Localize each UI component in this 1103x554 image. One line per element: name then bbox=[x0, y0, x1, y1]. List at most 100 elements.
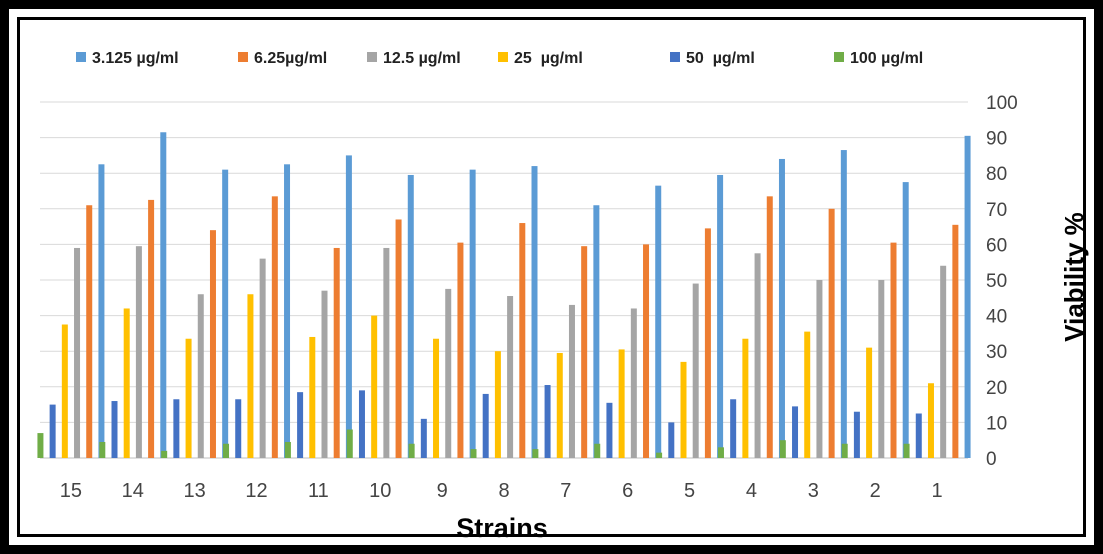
bar bbox=[593, 205, 600, 458]
bar bbox=[482, 393, 489, 458]
bar bbox=[841, 443, 848, 458]
bar bbox=[680, 361, 687, 458]
bar bbox=[618, 349, 625, 458]
bar bbox=[792, 406, 799, 458]
bar bbox=[866, 347, 873, 458]
bar bbox=[333, 247, 340, 458]
bar bbox=[581, 246, 588, 458]
bar bbox=[148, 199, 155, 458]
bar bbox=[61, 324, 68, 458]
x-tick-label: 4 bbox=[746, 480, 757, 502]
legend-label: 6.25µg/ml bbox=[254, 50, 327, 67]
bar bbox=[407, 174, 414, 459]
bar bbox=[927, 383, 934, 458]
bar bbox=[903, 443, 910, 458]
legend-label: 3.125 µg/ml bbox=[92, 50, 179, 67]
bar bbox=[778, 158, 785, 458]
x-tick-label: 12 bbox=[245, 480, 267, 502]
bar bbox=[890, 242, 897, 458]
x-tick-label: 13 bbox=[184, 480, 206, 502]
bar bbox=[445, 288, 452, 458]
bar bbox=[816, 280, 823, 458]
bar bbox=[668, 422, 675, 458]
y-tick-label: 0 bbox=[986, 449, 997, 470]
bar bbox=[247, 294, 254, 458]
bar bbox=[185, 338, 192, 458]
bar bbox=[952, 224, 959, 458]
bar bbox=[321, 290, 328, 458]
bar bbox=[86, 205, 93, 458]
bar bbox=[902, 182, 909, 458]
bar bbox=[309, 336, 316, 458]
legend-label: 50 µg/ml bbox=[686, 50, 755, 67]
bar bbox=[161, 450, 168, 458]
bar bbox=[964, 135, 971, 458]
x-tick-label: 15 bbox=[60, 480, 82, 502]
x-tick-label: 9 bbox=[437, 480, 448, 502]
bar bbox=[408, 443, 415, 458]
y-tick-label: 60 bbox=[986, 235, 1007, 256]
bar bbox=[123, 308, 130, 458]
y-tick-label: 70 bbox=[986, 200, 1007, 221]
bar bbox=[568, 304, 575, 458]
bar bbox=[692, 283, 699, 458]
y-tick-label: 100 bbox=[986, 93, 1018, 114]
y-tick-label: 50 bbox=[986, 271, 1007, 292]
bar bbox=[135, 246, 142, 458]
legend-label: 25 µg/ml bbox=[514, 50, 583, 67]
bar bbox=[656, 452, 663, 458]
bar bbox=[223, 443, 230, 458]
bar bbox=[98, 164, 105, 459]
x-tick-label: 1 bbox=[932, 480, 943, 502]
bar bbox=[433, 338, 440, 458]
bar bbox=[470, 449, 477, 458]
legend-swatch bbox=[834, 52, 844, 62]
bar bbox=[940, 265, 947, 458]
bar bbox=[840, 150, 847, 458]
bar bbox=[704, 228, 711, 458]
bar bbox=[297, 392, 304, 458]
y-tick-label: 10 bbox=[986, 413, 1007, 434]
bar bbox=[173, 399, 180, 458]
x-tick-label: 10 bbox=[369, 480, 391, 502]
bar bbox=[531, 166, 538, 458]
bar bbox=[99, 441, 106, 458]
bar bbox=[606, 402, 613, 458]
bar bbox=[383, 247, 390, 458]
y-axis-ticks: 0 10 20 30 40 50 60 70 80 90 100 bbox=[986, 93, 1018, 470]
bar bbox=[469, 169, 476, 458]
x-tick-label: 6 bbox=[622, 480, 633, 502]
y-tick-label: 40 bbox=[986, 307, 1007, 328]
bar bbox=[915, 413, 922, 458]
bar bbox=[494, 351, 501, 458]
y-axis-label: Viability % bbox=[1059, 212, 1089, 342]
bar bbox=[74, 247, 81, 458]
bar bbox=[853, 411, 860, 458]
bar bbox=[259, 258, 266, 458]
bar bbox=[804, 331, 811, 458]
legend-swatch bbox=[238, 52, 248, 62]
legend-swatch bbox=[498, 52, 508, 62]
x-tick-label: 2 bbox=[870, 480, 881, 502]
x-tick-label: 7 bbox=[560, 480, 571, 502]
x-tick-label: 3 bbox=[808, 480, 819, 502]
legend: 3.125 µg/ml 6.25µg/ml 12.5 µg/ml 25 µg/ml 50… bbox=[76, 50, 923, 67]
bar bbox=[284, 441, 291, 458]
bar bbox=[197, 294, 204, 458]
bar bbox=[49, 404, 56, 458]
bar bbox=[544, 385, 551, 458]
bar bbox=[420, 418, 427, 458]
x-axis-label: Strains bbox=[456, 513, 548, 543]
bar bbox=[457, 242, 464, 458]
legend-swatch bbox=[670, 52, 680, 62]
bar bbox=[271, 196, 278, 458]
bar bbox=[209, 230, 216, 458]
bar bbox=[345, 155, 352, 458]
bar bbox=[779, 440, 786, 458]
bar bbox=[717, 447, 724, 458]
bar bbox=[358, 390, 365, 458]
bar bbox=[111, 401, 118, 458]
bar bbox=[235, 399, 242, 458]
bar bbox=[766, 196, 773, 458]
